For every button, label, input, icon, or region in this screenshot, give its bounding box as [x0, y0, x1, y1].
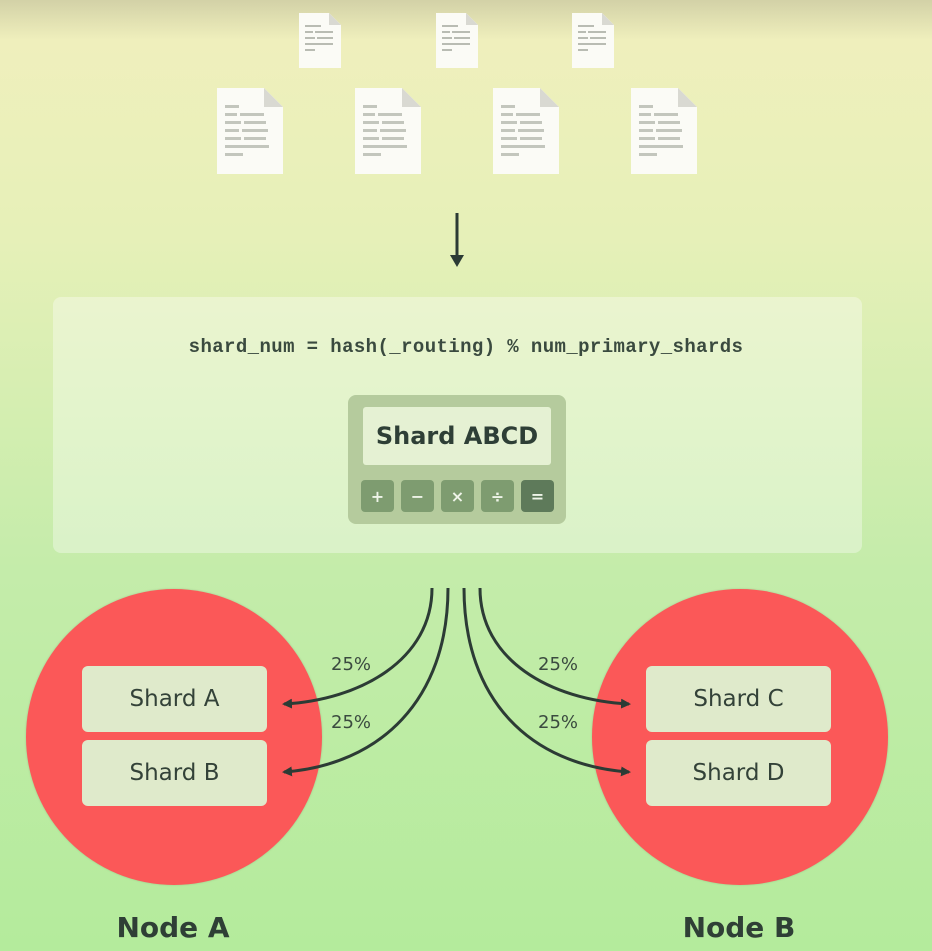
document-icon — [217, 88, 283, 174]
routing-formula: shard_num = hash(_routing) % num_primary… — [188, 336, 744, 358]
shard-d: Shard D — [646, 740, 831, 806]
flow-arrow-icon — [282, 587, 450, 777]
calculator-keys: + − × ÷ = — [361, 480, 554, 512]
flow-percent-c: 25% — [538, 654, 579, 675]
flow-percent-b: 25% — [331, 712, 372, 733]
shard-a: Shard A — [82, 666, 267, 732]
document-icon — [631, 88, 697, 174]
document-icon — [436, 13, 478, 68]
node-a-label: Node A — [116, 911, 230, 944]
divide-key: ÷ — [481, 480, 514, 512]
shard-b: Shard B — [82, 740, 267, 806]
node-b-circle — [592, 589, 888, 885]
calculator-display: Shard ABCD — [363, 407, 551, 465]
shard-c: Shard C — [646, 666, 831, 732]
multiply-key: × — [441, 480, 474, 512]
flow-arrow-icon — [282, 587, 434, 709]
flow-arrow-icon — [478, 587, 631, 709]
flow-percent-d: 25% — [538, 712, 579, 733]
minus-key: − — [401, 480, 434, 512]
flow-percent-a: 25% — [331, 654, 372, 675]
plus-key: + — [361, 480, 394, 512]
document-icon — [299, 13, 341, 68]
equals-key: = — [521, 480, 554, 512]
document-icon — [493, 88, 559, 174]
document-icon — [355, 88, 421, 174]
flow-arrow-icon — [462, 587, 631, 777]
node-b-label: Node B — [682, 911, 796, 944]
down-arrow-icon — [450, 213, 464, 267]
calculator: Shard ABCD + − × ÷ = — [348, 395, 566, 524]
document-icon — [572, 13, 614, 68]
node-a-circle — [26, 589, 322, 885]
